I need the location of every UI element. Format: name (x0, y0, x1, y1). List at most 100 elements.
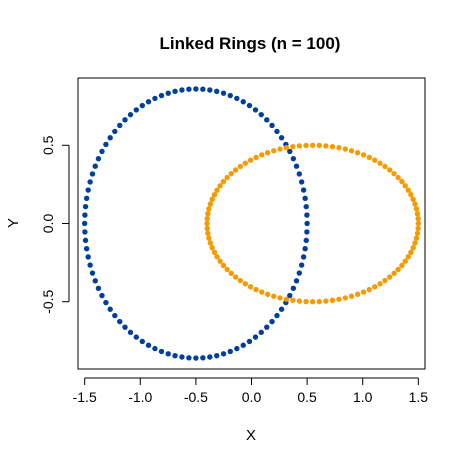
data-point (217, 258, 223, 264)
data-point (405, 254, 411, 260)
data-point (206, 206, 212, 212)
data-point (207, 354, 213, 360)
data-point (410, 244, 416, 251)
data-point (300, 254, 307, 260)
data-point (271, 148, 277, 154)
data-point (232, 167, 239, 173)
data-point (395, 266, 401, 273)
data-point (412, 240, 418, 246)
data-point (165, 90, 171, 96)
data-point (287, 292, 293, 299)
data-point (348, 148, 355, 154)
data-point (103, 299, 109, 306)
x-axis-label: X (246, 427, 256, 444)
data-point (274, 128, 280, 135)
x-tick-label: 1.5 (409, 389, 429, 405)
data-point (269, 122, 275, 129)
data-point (237, 163, 244, 170)
data-point (165, 351, 171, 357)
data-point (117, 122, 123, 129)
data-point (264, 291, 271, 297)
data-point (377, 281, 383, 287)
data-point (410, 196, 416, 203)
data-point (234, 345, 240, 352)
data-point (89, 171, 96, 177)
data-point (211, 249, 218, 255)
data-point (382, 163, 388, 170)
x-tick-label: 1.0 (353, 389, 373, 405)
data-point (366, 154, 372, 161)
data-point (323, 143, 329, 149)
data-point (205, 230, 211, 236)
data-point (271, 293, 277, 299)
data-point (372, 157, 378, 163)
data-point (253, 154, 259, 161)
data-point (264, 324, 270, 330)
data-point (395, 174, 401, 181)
data-point (227, 348, 233, 355)
data-point (336, 296, 342, 302)
data-point (214, 187, 220, 193)
data-point (234, 95, 240, 102)
data-point (377, 160, 383, 166)
data-point (207, 87, 213, 93)
data-point (278, 135, 285, 141)
data-point (300, 187, 307, 193)
data-point (237, 277, 244, 284)
data-point (204, 225, 210, 232)
data-point (152, 95, 158, 102)
data-point (240, 342, 246, 348)
data-point (269, 318, 275, 325)
data-point (391, 170, 397, 177)
data-point (95, 285, 102, 292)
data-point (214, 88, 220, 95)
data-point (360, 152, 367, 158)
data-point (246, 102, 253, 109)
data-point (274, 312, 280, 319)
data-point (360, 289, 367, 295)
data-point (214, 254, 220, 260)
data-point (82, 237, 89, 244)
y-tick-label: -0.5 (40, 289, 56, 313)
data-point (92, 278, 98, 284)
data-point (296, 270, 302, 276)
data-point (354, 150, 361, 156)
data-point (415, 220, 422, 227)
data-point (139, 102, 146, 109)
data-point (386, 167, 393, 173)
data-points-layer (81, 86, 422, 361)
data-point (227, 92, 233, 99)
ring-series-2 (204, 142, 422, 305)
data-point (413, 235, 420, 241)
y-axis-label: Y (5, 218, 22, 228)
data-point (87, 179, 93, 185)
data-point (99, 292, 105, 299)
data-point (302, 195, 308, 201)
data-point (112, 128, 118, 135)
data-point (107, 135, 113, 141)
data-point (259, 289, 265, 295)
data-point (99, 148, 105, 155)
data-point (412, 201, 418, 207)
data-point (117, 318, 123, 325)
data-point (172, 352, 178, 359)
data-point (127, 329, 134, 336)
data-point (342, 146, 349, 152)
data-point (303, 298, 309, 305)
data-point (283, 145, 290, 151)
y-tick-label: 0.0 (40, 214, 56, 234)
data-point (172, 88, 178, 95)
data-point (224, 174, 230, 181)
data-point (152, 345, 158, 352)
data-point (107, 306, 113, 312)
data-point (186, 86, 192, 92)
data-point (290, 285, 297, 292)
x-tick-label: -1.5 (73, 389, 97, 405)
data-point (290, 143, 296, 150)
data-point (200, 355, 206, 361)
data-point (95, 155, 102, 162)
data-point (278, 306, 285, 312)
data-point (122, 117, 128, 123)
x-axis: -1.5 -1.0 -0.5 0.0 0.5 1.0 1.5 (73, 377, 429, 405)
